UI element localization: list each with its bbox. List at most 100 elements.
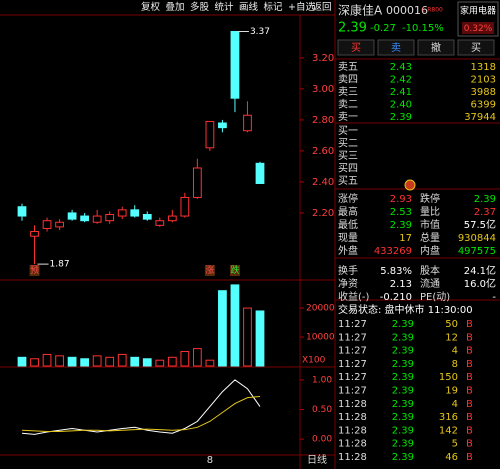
trade-button[interactable]: [377, 39, 415, 56]
candle-body: [155, 220, 165, 226]
toolbar-button[interactable]: 画线: [239, 1, 259, 13]
toolbar-button[interactable]: +自选: [288, 1, 315, 13]
bid-label: 买四: [338, 163, 358, 175]
indicator-line: [21, 395, 261, 432]
volume-bar: [105, 356, 115, 367]
bid-label: 买一: [338, 125, 358, 137]
stock-tag: L R800: [422, 7, 443, 14]
chart: 2.20 2.40 2.60 2.80 3.00 3.20 预 8 涨 跌 3.37 1.87 1000…: [17, 27, 335, 466]
candle-body: [142, 213, 152, 220]
stat-label: PE(动): [420, 291, 450, 303]
price-change: -0.27: [370, 23, 396, 34]
volume-bar: [230, 284, 240, 367]
stat-value: 2.93: [390, 194, 412, 205]
trade-time: 11:28: [338, 452, 367, 463]
trade-time: 11:27: [338, 359, 367, 370]
volume-bar: [30, 358, 39, 367]
y-tick-label: 2.20: [312, 208, 334, 219]
menu-icon[interactable]: [404, 179, 416, 191]
trade-price: 2.39: [392, 452, 414, 463]
ask-label: 卖五: [338, 61, 358, 73]
trade-side: B: [466, 412, 473, 423]
candle-body: [42, 220, 52, 229]
candle-body: [130, 209, 140, 217]
trade-button[interactable]: [337, 39, 375, 56]
trade-button-label[interactable]: 撤: [431, 41, 441, 54]
stat-value: 24.1亿: [464, 264, 496, 277]
trade-price: 2.39: [392, 425, 414, 436]
trade-time: 11:27: [338, 332, 367, 343]
trade-price: 2.39: [392, 359, 414, 370]
candle-body: [105, 213, 115, 222]
high-label: 3.37: [250, 27, 270, 37]
stat-value: 2.37: [474, 207, 496, 218]
trade-volume: 5: [452, 439, 458, 450]
toolbar-button[interactable]: 多股: [190, 1, 210, 13]
toolbar-button[interactable]: 返回: [313, 1, 332, 13]
trade-time: 11:28: [338, 399, 367, 410]
trade-time: 11:27: [338, 346, 367, 357]
flag: 预: [30, 265, 39, 276]
trade-button-label[interactable]: 买: [351, 42, 361, 54]
stat-value: 930844: [458, 233, 496, 244]
stat-label: 现量: [338, 232, 358, 244]
stat-value: 2.53: [390, 207, 412, 218]
candle-body: [205, 120, 215, 149]
trade-price: 2.39: [392, 412, 414, 423]
toolbar-button[interactable]: 统计: [215, 1, 235, 13]
toolbar-button[interactable]: 标记: [264, 1, 284, 13]
toolbar-button[interactable]: 复权: [141, 1, 161, 13]
trade-price: 2.39: [392, 439, 414, 450]
last-price: 2.39: [338, 21, 367, 36]
stat-value: 497575: [458, 246, 496, 257]
stat-label: 流通: [420, 277, 440, 290]
flag-bg: [229, 265, 240, 276]
ask-label: 卖一: [338, 111, 358, 123]
candle-body: [218, 122, 227, 129]
trade-time: 11:28: [338, 412, 367, 423]
trade-price: 2.39: [392, 346, 414, 357]
candle-body: [67, 212, 77, 220]
stat-value: 57.5亿: [464, 218, 496, 231]
toolbar-button[interactable]: 叠加: [166, 2, 185, 13]
bid-label: 买三: [338, 150, 358, 162]
trade-button-label[interactable]: 买: [471, 42, 481, 54]
trade-time: 11:27: [338, 319, 367, 330]
ask-label: 卖四: [338, 74, 358, 86]
y-tick-label: 3.20: [312, 53, 334, 64]
trade-button[interactable]: [417, 39, 455, 56]
trade-side: B: [466, 359, 473, 370]
ask-price: 2.40: [390, 100, 412, 111]
ask-volume: 1318: [471, 62, 496, 73]
ask-price: 2.41: [390, 87, 412, 98]
price-change-pct: -10.15%: [402, 23, 444, 34]
candle-body: [30, 231, 39, 237]
trade-volume: 46: [445, 452, 458, 463]
flag: 涨: [205, 265, 214, 276]
trade-volume: 4: [452, 346, 458, 357]
trade-side: B: [466, 372, 473, 383]
y-tick-label: 10000: [306, 333, 335, 343]
trade-side: B: [466, 319, 473, 330]
sector-box[interactable]: [457, 1, 499, 37]
volume-bar: [180, 351, 190, 367]
stat-value: -: [492, 292, 496, 303]
volume-bar: [117, 353, 127, 367]
trade-button-label[interactable]: 卖: [391, 42, 401, 54]
candle-body: [55, 221, 64, 228]
volume-bar: [192, 348, 202, 367]
stat-label: 股本: [420, 264, 440, 277]
trade-volume: 19: [445, 386, 458, 397]
trade-price: 2.39: [392, 399, 414, 410]
candle-body: [92, 215, 102, 223]
stat-label: 市值: [420, 218, 440, 231]
sector-name[interactable]: 家用电器: [460, 5, 496, 17]
volume-bar: [92, 355, 102, 367]
stat-label: 净资: [338, 277, 358, 290]
trade-button[interactable]: [457, 39, 495, 56]
y-tick-label: 1.00: [312, 375, 332, 385]
ask-price: 2.39: [390, 112, 412, 123]
bid-label: 买五: [338, 175, 358, 187]
